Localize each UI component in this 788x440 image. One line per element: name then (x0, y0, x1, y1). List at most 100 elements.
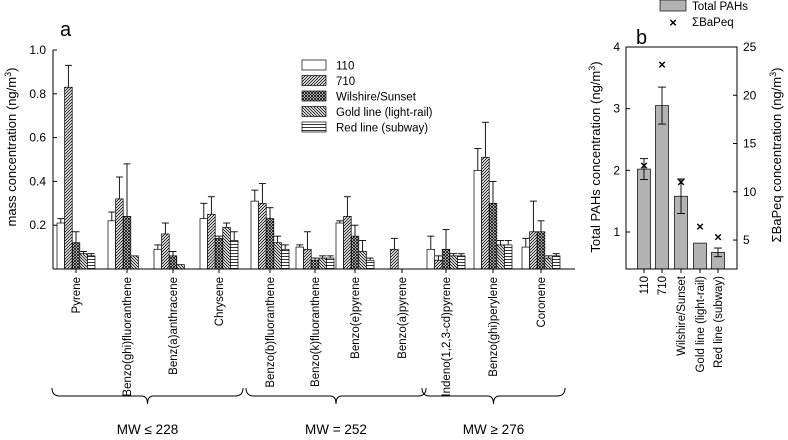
legend-swatch-3 (301, 106, 327, 117)
bar-1 (258, 202, 267, 270)
category-label: Chrysene (214, 277, 226, 326)
panel-b: b Total PAHs concentration (ng/m3) ΣBaPe… (587, 0, 784, 373)
y-tick-label: 1.0 (29, 43, 46, 57)
bar-4 (230, 240, 239, 270)
total-pahs-bar (693, 242, 707, 270)
bar-4 (504, 244, 513, 270)
bar-2 (71, 242, 81, 270)
legend-swatch-1 (301, 75, 327, 86)
legend-label: 110 (336, 61, 354, 73)
panel-a-y-ticks: 0.2 0.4 0.6 0.8 1.0 (29, 43, 57, 232)
bar-2 (122, 216, 132, 270)
bapeq-marker: × (677, 175, 685, 190)
bar-0 (521, 246, 530, 270)
bar-1 (343, 216, 352, 270)
category-label: Red line (subway) (713, 276, 725, 368)
bar-0 (107, 220, 116, 270)
right-tick-label: 20 (743, 88, 757, 102)
bar-0 (426, 248, 435, 270)
bar-4 (457, 255, 466, 270)
panel-b-x-ticks (643, 269, 719, 273)
bar-3 (130, 255, 139, 270)
legend-label: 710 (336, 76, 355, 88)
bar-3 (79, 253, 88, 270)
bar-1 (529, 231, 538, 270)
category-label: Indeno(1,2,3-cd)pyrene (441, 277, 453, 397)
y-tick-label: 0.4 (29, 174, 46, 188)
bar-0 (473, 170, 482, 270)
bar-4 (552, 255, 561, 270)
category-label: Coronene (536, 277, 548, 328)
left-tick-label: 2 (613, 163, 620, 177)
legend-swatch-4 (301, 121, 327, 133)
panel-a: a mass concentration (ng/m3) 0.20.40.60.… (3, 19, 575, 437)
bar-4 (87, 255, 96, 270)
panel-b-markers: × × × × × (640, 57, 722, 245)
category-label: 710 (657, 276, 669, 295)
bar-1 (303, 248, 312, 270)
bar-3 (544, 257, 553, 270)
panel-a-group-braces: MW ≤ 228 MW = 252 MW ≥ 276 (51, 387, 566, 437)
legend-marker-bapeq: × (669, 15, 677, 30)
y-tick-label: 0.8 (29, 87, 46, 101)
legend-label: Total PAHs (692, 1, 748, 13)
category-label: Benzo(k)fluoranthene (310, 277, 322, 387)
total-pahs-bar (655, 105, 669, 270)
bar-1 (390, 248, 399, 270)
bar-3 (318, 257, 327, 270)
group-label: MW ≤ 228 (117, 422, 178, 437)
group-brace (421, 387, 566, 405)
group-label: MW = 252 (305, 422, 367, 437)
y-tick-label: 0.6 (29, 131, 46, 145)
bar-1 (64, 86, 73, 270)
panel-b-right-ticks: 5 10 15 20 25 (733, 40, 757, 247)
bar-0 (295, 246, 304, 270)
bar-2 (441, 248, 451, 270)
legend-label: ΣBaPeq (692, 17, 734, 29)
legend-swatch-2 (301, 90, 327, 102)
panel-b-label: b (636, 27, 647, 49)
bar-3 (496, 244, 505, 270)
group-brace (51, 387, 244, 405)
bar-3 (273, 242, 282, 270)
bar-1 (481, 156, 490, 270)
legend-swatch-total-pahs (659, 0, 687, 12)
category-label: Benzo(e)pyrene (350, 277, 362, 359)
right-tick-label: 5 (743, 233, 750, 247)
category-label: Benzo(ghi)perylene (488, 277, 500, 377)
bar-3 (449, 255, 458, 270)
panel-b-bars (637, 86, 725, 270)
right-tick-label: 10 (743, 185, 757, 199)
panel-b-legend: Total PAHs × ΣBaPeq (659, 0, 748, 30)
bar-2 (168, 255, 178, 270)
group-label: MW ≥ 276 (463, 422, 524, 437)
group-brace (245, 387, 427, 405)
bar-0 (250, 200, 259, 270)
panel-b-category-labels: 110 710 Wilshire/Sunset Gold line (light-ra… (639, 275, 725, 372)
left-tick-label: 4 (613, 40, 620, 54)
category-label: Benz(a)anthracene (168, 277, 180, 375)
category-label: Pyrene (71, 277, 83, 313)
bar-1 (434, 259, 443, 270)
right-tick-label: 25 (743, 40, 757, 54)
bar-1 (115, 198, 124, 270)
bar-2 (488, 202, 498, 270)
bar-2 (350, 235, 360, 270)
left-tick-label: 1 (613, 225, 620, 239)
y-tick-label: 0.2 (29, 218, 46, 232)
total-pahs-bar (637, 168, 651, 270)
bar-3 (176, 264, 185, 270)
bar-2 (310, 259, 320, 270)
legend-label: Red line (subway) (336, 123, 428, 135)
bar-2 (214, 237, 224, 270)
panel-a-error-bars (57, 64, 560, 261)
bar-1 (161, 233, 170, 270)
bar-2 (536, 231, 546, 270)
category-label: Gold line (light-rail) (695, 276, 707, 373)
category-label: Benzo(ghi)fluoranthene (122, 277, 134, 397)
category-label: Wilshire/Sunset (676, 275, 688, 356)
bapeq-marker: × (714, 230, 722, 245)
bar-3 (222, 227, 231, 270)
panel-a-x-ticks (75, 269, 542, 273)
